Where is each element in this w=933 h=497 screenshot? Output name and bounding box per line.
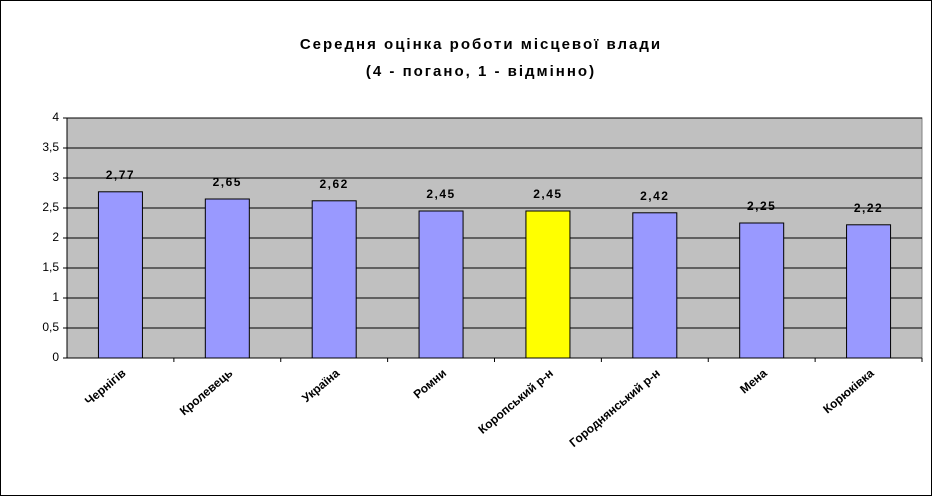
bar xyxy=(204,198,250,359)
data-label: 2,22 xyxy=(854,201,883,215)
y-tick-label: 1,5 xyxy=(42,260,59,274)
bar xyxy=(525,210,571,359)
y-tick-label: 2 xyxy=(52,230,59,244)
y-tick-label: 2,5 xyxy=(42,200,59,214)
data-label: 2,45 xyxy=(426,187,455,201)
chart-title: (4 - погано, 1 - відмінно) xyxy=(366,63,596,80)
chart-title: Середня оцінка роботи місцевої влади xyxy=(300,36,662,53)
bar xyxy=(97,191,143,359)
data-label: 2,62 xyxy=(320,177,349,191)
data-label: 2,77 xyxy=(106,168,135,182)
y-tick-label: 3 xyxy=(52,170,59,184)
data-label: 2,25 xyxy=(747,199,776,213)
bar xyxy=(739,222,785,359)
y-tick-label: 4 xyxy=(52,110,59,124)
y-tick-label: 3,5 xyxy=(42,140,59,154)
data-label: 2,42 xyxy=(640,189,669,203)
bar xyxy=(846,224,892,359)
bar xyxy=(311,200,357,359)
data-label: 2,65 xyxy=(213,175,242,189)
y-tick-label: 0,5 xyxy=(42,320,59,334)
bar xyxy=(632,212,678,359)
y-tick-label: 0 xyxy=(52,350,59,364)
bar xyxy=(418,210,464,359)
data-label: 2,45 xyxy=(533,187,562,201)
y-tick-label: 1 xyxy=(52,290,59,304)
